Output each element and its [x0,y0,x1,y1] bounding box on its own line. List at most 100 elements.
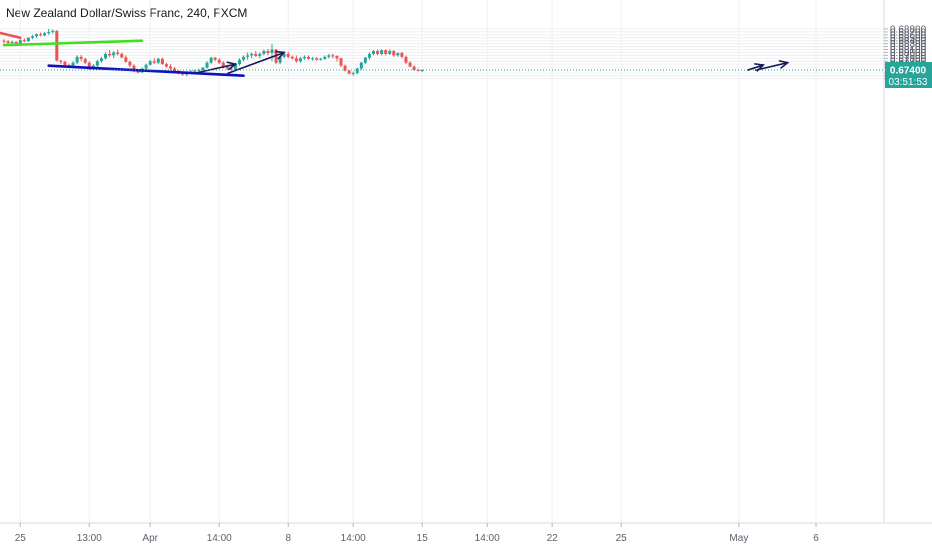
candle [63,60,67,66]
candle-body [250,53,254,56]
candle [112,50,116,59]
candle-body [47,31,51,34]
candle [75,55,79,65]
candle-body [193,70,197,72]
candle [331,53,335,59]
candle-body [136,71,140,73]
candle [55,30,59,62]
candle [30,34,34,40]
arrow-2[interactable] [227,50,286,75]
annotation-layer [0,31,790,77]
candle-body [242,56,246,60]
time-tick-label: 15 [417,533,429,544]
candle-body [315,58,319,60]
candle-body [408,62,412,67]
time-tick-label: 25 [616,533,628,544]
candle-body [35,34,39,37]
candle-body [116,52,120,54]
candle-body [400,53,404,57]
candle-body [71,62,75,66]
candle [294,55,298,63]
candle [156,57,160,65]
candle [396,52,400,57]
candle [323,55,327,60]
candle-body [270,49,274,54]
price-tick-label: 0.68800 [890,25,927,36]
candle-body [43,33,47,36]
candle-body [112,52,116,56]
arrow-4[interactable] [754,59,790,72]
candle [238,58,242,66]
time-tick-label: May [729,533,748,544]
candle [286,51,290,59]
candle [380,49,384,56]
candle-body [416,70,420,72]
price-tick-label: 0.68600 [890,30,927,41]
arrow-head [778,59,790,69]
red-trend-line[interactable] [0,31,22,40]
candle-body [294,58,298,62]
candle [160,57,164,65]
candle-body [396,53,400,56]
candle [290,55,294,60]
candle-body [14,41,18,45]
candle [6,40,10,45]
candle [367,52,371,60]
candle-body [217,59,221,63]
price-tick-label: 0.68000 [890,48,927,59]
candle-body [384,50,388,54]
arrow-1[interactable] [194,61,238,75]
candle-body [307,56,311,59]
candle-body [355,68,359,73]
time-tick-label: Apr [142,533,158,544]
candle-body [59,60,63,62]
candle-body [2,40,6,42]
arrow-head [226,61,238,71]
candle [148,59,152,66]
candle [388,49,392,55]
candle-body [262,50,266,54]
blue-support-line[interactable] [47,64,245,77]
candle-body [51,30,55,32]
candle-body [164,64,168,67]
candle [250,52,254,59]
candle [416,68,420,72]
candle-body [160,58,164,65]
candle [152,58,156,65]
candles-layer [2,29,424,77]
candle-body [6,41,10,44]
green-trend-line[interactable] [2,39,144,47]
candle [35,33,39,38]
candle-body [75,56,79,63]
candle [327,53,331,59]
time-tick-label: 6 [813,533,819,544]
candle [43,31,47,37]
bar-countdown-label: 03:51:53 [889,77,928,88]
candle [392,50,396,57]
candle-body [181,73,185,75]
candle [315,56,319,61]
candle-body [388,50,392,54]
candle [116,49,120,56]
candle-body [132,65,136,72]
candle-body [282,53,286,57]
candle [128,60,132,68]
candle-body [124,57,128,62]
candle [108,50,112,57]
candle-body [26,37,30,42]
candle-body [83,58,87,63]
candle [311,56,315,61]
candle-body [95,61,99,66]
candle [351,71,355,76]
candle [384,49,388,56]
candle-body [371,50,375,54]
candle [262,49,266,56]
time-tick-label: 22 [547,533,559,544]
candle-body [359,62,363,69]
candle-body [246,55,250,57]
candle [164,62,168,68]
time-tick-label: 14:00 [475,533,500,544]
candle-body [286,53,290,57]
time-axis[interactable]: 25 13:00 Apr 14:00 8 14:00 15 14:00 22 25 May 6 [15,523,820,544]
